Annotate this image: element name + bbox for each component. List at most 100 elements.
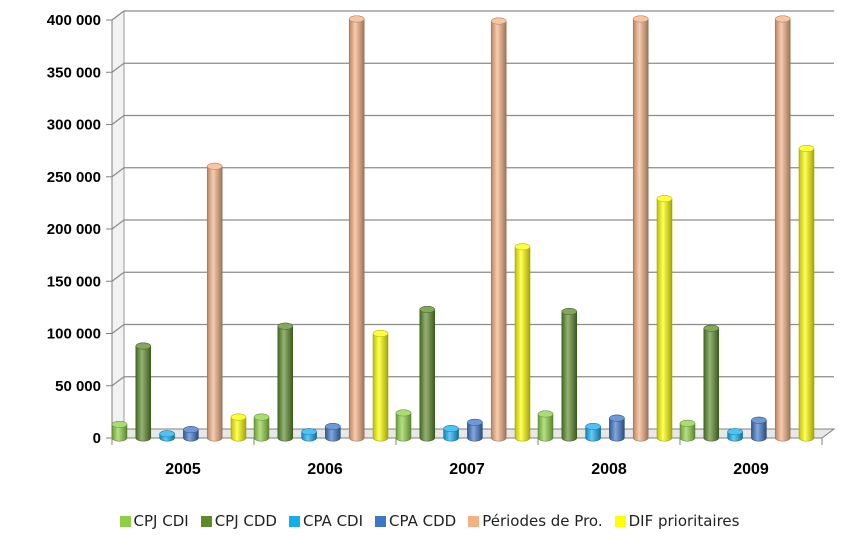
bar bbox=[206, 162, 223, 442]
x-tick-label: 2007 bbox=[449, 461, 485, 478]
bar bbox=[774, 15, 791, 442]
bar-top bbox=[561, 308, 578, 316]
bar bbox=[490, 17, 507, 442]
legend-item: CPJ CDI bbox=[119, 512, 189, 530]
bar-top bbox=[774, 15, 791, 23]
bar-body bbox=[703, 324, 720, 442]
y-tick-label: 400 000 bbox=[47, 12, 101, 29]
legend: CPJ CDI CPJ CDD CPA CDI CPA CDD Périodes de … bbox=[0, 508, 859, 534]
y-tick-label: 250 000 bbox=[47, 169, 101, 186]
bar-top bbox=[183, 426, 199, 434]
bar-top bbox=[419, 306, 436, 313]
bar-body bbox=[135, 342, 152, 442]
series-5 bbox=[230, 145, 815, 442]
bar-top bbox=[467, 418, 483, 426]
legend-swatch bbox=[468, 515, 480, 527]
legend-label: CPA CDI bbox=[302, 512, 364, 530]
bar-body bbox=[561, 308, 578, 442]
bar bbox=[679, 419, 696, 442]
bar bbox=[159, 430, 175, 442]
bars bbox=[111, 15, 815, 442]
gridline bbox=[111, 219, 834, 230]
bar-top bbox=[253, 413, 270, 421]
bar bbox=[419, 306, 436, 442]
bar-top bbox=[372, 330, 389, 337]
bar-top bbox=[609, 414, 625, 422]
y-tick-label: 100 000 bbox=[47, 326, 101, 343]
legend-swatch bbox=[288, 515, 300, 527]
bar-body bbox=[774, 15, 791, 442]
bar-body bbox=[206, 162, 223, 442]
legend-item: CPJ CDD bbox=[200, 512, 277, 530]
bar bbox=[183, 426, 199, 442]
y-tick-label: 350 000 bbox=[47, 64, 101, 81]
y-tick-label: 300 000 bbox=[47, 117, 101, 134]
bar bbox=[135, 342, 152, 442]
x-tick-label: 2006 bbox=[307, 461, 343, 478]
bar-top bbox=[348, 15, 365, 23]
legend-item: DIF prioritaires bbox=[614, 512, 740, 530]
gridline bbox=[111, 271, 834, 282]
bar bbox=[111, 420, 128, 442]
bar bbox=[537, 410, 554, 442]
bar bbox=[751, 416, 767, 442]
bar bbox=[609, 414, 625, 442]
y-tick-label: 0 bbox=[93, 430, 101, 447]
series-0 bbox=[111, 409, 696, 442]
bar-top bbox=[443, 425, 459, 433]
bar bbox=[727, 428, 743, 442]
bar bbox=[395, 409, 412, 442]
bar-top bbox=[301, 428, 317, 436]
bar-body bbox=[348, 15, 365, 442]
bar-body bbox=[798, 145, 815, 442]
legend-item: CPA CDD bbox=[375, 512, 456, 530]
bar bbox=[277, 322, 294, 442]
x-axis: 2005 2006 2007 2008 2009 bbox=[111, 437, 823, 478]
bar bbox=[514, 243, 531, 442]
bar-top bbox=[679, 419, 696, 427]
series-3 bbox=[183, 414, 767, 442]
bar bbox=[467, 418, 483, 442]
legend-item: Périodes de Pro. bbox=[468, 512, 603, 530]
bar bbox=[561, 308, 578, 442]
bar bbox=[656, 195, 673, 442]
gridline bbox=[111, 10, 834, 21]
y-axis: 0 50 000 100 000 150 000 200 000 250 000 300 0… bbox=[47, 12, 113, 447]
bar bbox=[798, 145, 815, 442]
x-tick-label: 2008 bbox=[591, 461, 627, 478]
bar-body bbox=[277, 322, 294, 442]
bar bbox=[372, 330, 389, 442]
bar-top bbox=[751, 416, 767, 424]
bar-top bbox=[395, 409, 412, 417]
legend-swatch bbox=[614, 515, 626, 527]
bar-body bbox=[656, 195, 673, 442]
bar-top bbox=[656, 195, 673, 203]
bar-top bbox=[490, 17, 507, 25]
bar bbox=[632, 15, 649, 442]
legend-label: CPA CDD bbox=[389, 512, 457, 530]
bar bbox=[585, 423, 601, 442]
grid-lines bbox=[111, 10, 834, 387]
bar-top bbox=[514, 243, 531, 251]
legend-swatch bbox=[200, 515, 212, 527]
bar bbox=[253, 413, 270, 442]
x-tick-label: 2005 bbox=[165, 461, 201, 478]
bar-top bbox=[585, 423, 601, 430]
gridline bbox=[111, 62, 834, 73]
series-4 bbox=[206, 15, 791, 442]
bar bbox=[443, 425, 459, 442]
bar-top bbox=[537, 410, 554, 418]
bar bbox=[703, 324, 720, 442]
bar-body bbox=[372, 330, 389, 442]
legend-label: DIF prioritaires bbox=[628, 512, 740, 530]
bar-top bbox=[703, 324, 720, 332]
legend-label: CPJ CDI bbox=[133, 512, 189, 530]
gridline bbox=[111, 167, 834, 178]
bar bbox=[230, 413, 247, 442]
bar bbox=[348, 15, 365, 442]
bar-body bbox=[514, 243, 531, 442]
bar-top bbox=[727, 428, 743, 436]
bar-top bbox=[135, 342, 152, 350]
series-2 bbox=[159, 423, 743, 442]
y-tick-label: 50 000 bbox=[55, 378, 101, 395]
